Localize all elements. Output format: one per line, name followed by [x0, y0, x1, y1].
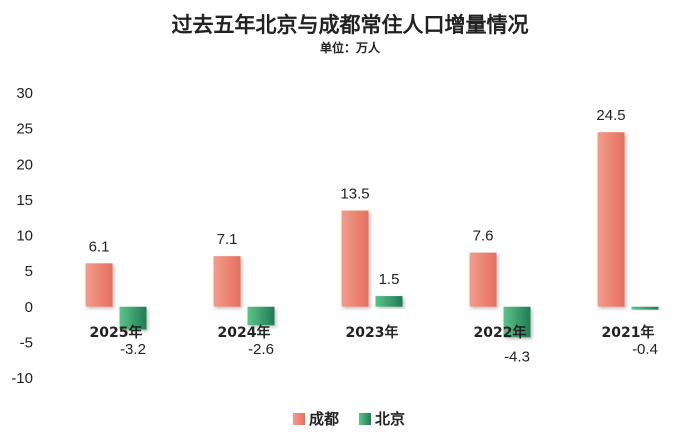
bar-beijing — [503, 306, 531, 338]
bar-beijing — [631, 306, 659, 310]
data-labels: 6.1 -3.2 7.1 -2.6 13.5 1.5 7.6 -4.3 24.5 -0.4 — [89, 107, 658, 365]
data-label: 1.5 — [379, 271, 400, 288]
data-label: 7.6 — [473, 228, 494, 245]
x-tick-label: 2025年 — [90, 324, 143, 341]
legend-label: 成都 — [309, 410, 339, 428]
y-tick-label: -5 — [20, 334, 33, 351]
chart-subtitle: 单位：万人 — [320, 40, 381, 55]
bar-chengdu — [85, 263, 113, 307]
bar-beijing — [247, 306, 275, 326]
chart-title: 过去五年北京与成都常住人口增量情况 — [172, 13, 529, 37]
legend-swatch — [293, 413, 305, 425]
data-label: 6.1 — [89, 238, 110, 255]
y-tick-label: -10 — [11, 370, 33, 387]
data-label: -0.4 — [632, 341, 658, 358]
bars — [85, 132, 659, 338]
y-tick-label: 25 — [16, 121, 33, 138]
x-tick-label: 2022年 — [474, 324, 527, 341]
data-label: -2.6 — [248, 341, 274, 358]
bar-chengdu — [469, 252, 497, 307]
y-tick-label: 20 — [16, 156, 33, 173]
bar-chengdu — [213, 256, 241, 307]
legend-label: 北京 — [375, 410, 405, 428]
y-tick-label: 5 — [25, 263, 33, 280]
x-axis: 2025年 2024年 2023年 2022年 2021年 — [90, 324, 655, 341]
data-label: -4.3 — [504, 348, 530, 365]
bar-chengdu — [341, 210, 369, 307]
x-tick-label: 2021年 — [602, 324, 655, 341]
y-tick-label: 30 — [16, 85, 33, 102]
y-tick-label: 0 — [25, 299, 33, 316]
legend-swatch — [359, 413, 371, 425]
bar-beijing — [119, 306, 147, 330]
bar-beijing — [375, 296, 403, 307]
legend: 成都 北京 — [293, 410, 405, 428]
data-label: 13.5 — [340, 186, 369, 203]
bar-chengdu — [597, 132, 625, 307]
x-tick-label: 2023年 — [346, 324, 399, 341]
data-label: 24.5 — [596, 107, 625, 124]
y-tick-label: 15 — [16, 192, 33, 209]
x-tick-label: 2024年 — [218, 324, 271, 341]
data-label: -3.2 — [120, 341, 146, 358]
data-label: 7.1 — [217, 231, 238, 248]
y-tick-label: 10 — [16, 228, 33, 245]
y-axis: 30 25 20 15 10 5 0 -5 -10 — [11, 85, 33, 387]
